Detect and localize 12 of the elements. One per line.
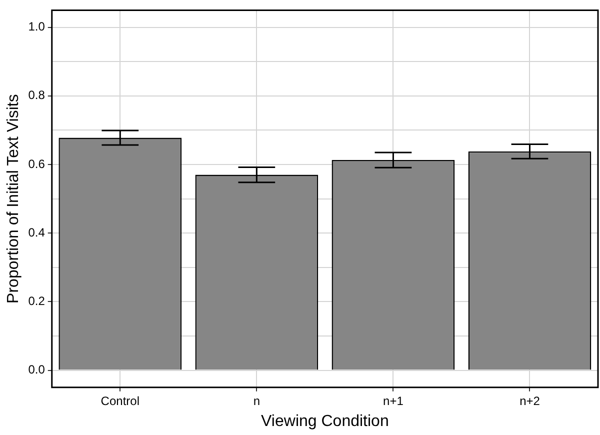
x-tick-label: Control xyxy=(100,394,140,408)
y-tick-label: 1.0 xyxy=(28,20,46,34)
y-tick-label: 0.8 xyxy=(28,88,46,102)
x-tick-label: n+2 xyxy=(520,394,540,408)
y-tick-label: 0.0 xyxy=(28,362,46,377)
y-tick-label: 0.4 xyxy=(28,225,46,240)
x-axis-title: Viewing Condition xyxy=(261,412,389,430)
y-axis-title: Proportion of Initial Text Visits xyxy=(5,94,22,304)
x-tick-label: n+1 xyxy=(383,394,404,408)
y-tick-label: 0.6 xyxy=(28,156,46,171)
y-tick-label: 0.2 xyxy=(28,294,46,308)
x-tick-label: n xyxy=(253,394,260,408)
